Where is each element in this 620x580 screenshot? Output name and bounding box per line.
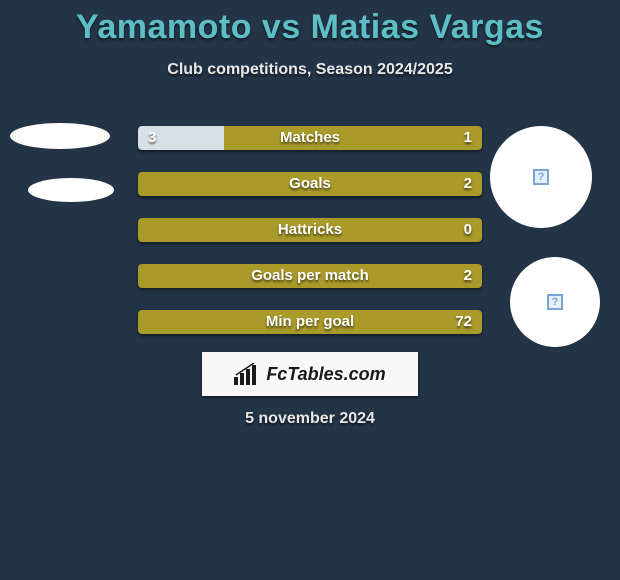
player1-avatar-bottom xyxy=(28,178,114,202)
player2-avatar-top: ? xyxy=(490,126,592,228)
fctables-logo[interactable]: FcTables.com xyxy=(202,352,418,396)
stat-row-min-per-goal: Min per goal 72 xyxy=(138,310,482,334)
placeholder-image-icon: ? xyxy=(533,169,549,185)
stat-label: Goals xyxy=(138,172,482,196)
stat-right-value: 1 xyxy=(464,126,472,150)
page-title: Yamamoto vs Matias Vargas xyxy=(0,0,620,47)
stat-row-hattricks: Hattricks 0 xyxy=(138,218,482,242)
stat-right-value: 2 xyxy=(464,264,472,288)
stat-label: Min per goal xyxy=(138,310,482,334)
chart-bars-icon xyxy=(234,363,260,385)
stat-row-goals: Goals 2 xyxy=(138,172,482,196)
date-text: 5 november 2024 xyxy=(0,410,620,428)
stat-right-value: 72 xyxy=(455,310,472,334)
fctables-logo-text: FcTables.com xyxy=(266,364,385,385)
stat-row-goals-per-match: Goals per match 2 xyxy=(138,264,482,288)
stat-label: Hattricks xyxy=(138,218,482,242)
stat-row-matches: 3 Matches 1 xyxy=(138,126,482,150)
player1-avatar-top xyxy=(10,123,110,149)
subtitle: Club competitions, Season 2024/2025 xyxy=(0,61,620,79)
comparison-bars: 3 Matches 1 Goals 2 Hattricks 0 Goals pe… xyxy=(138,126,482,356)
stat-right-value: 0 xyxy=(464,218,472,242)
stat-label: Matches xyxy=(138,126,482,150)
stat-label: Goals per match xyxy=(138,264,482,288)
placeholder-image-icon: ? xyxy=(547,294,563,310)
stat-right-value: 2 xyxy=(464,172,472,196)
player2-avatar-bottom: ? xyxy=(510,257,600,347)
